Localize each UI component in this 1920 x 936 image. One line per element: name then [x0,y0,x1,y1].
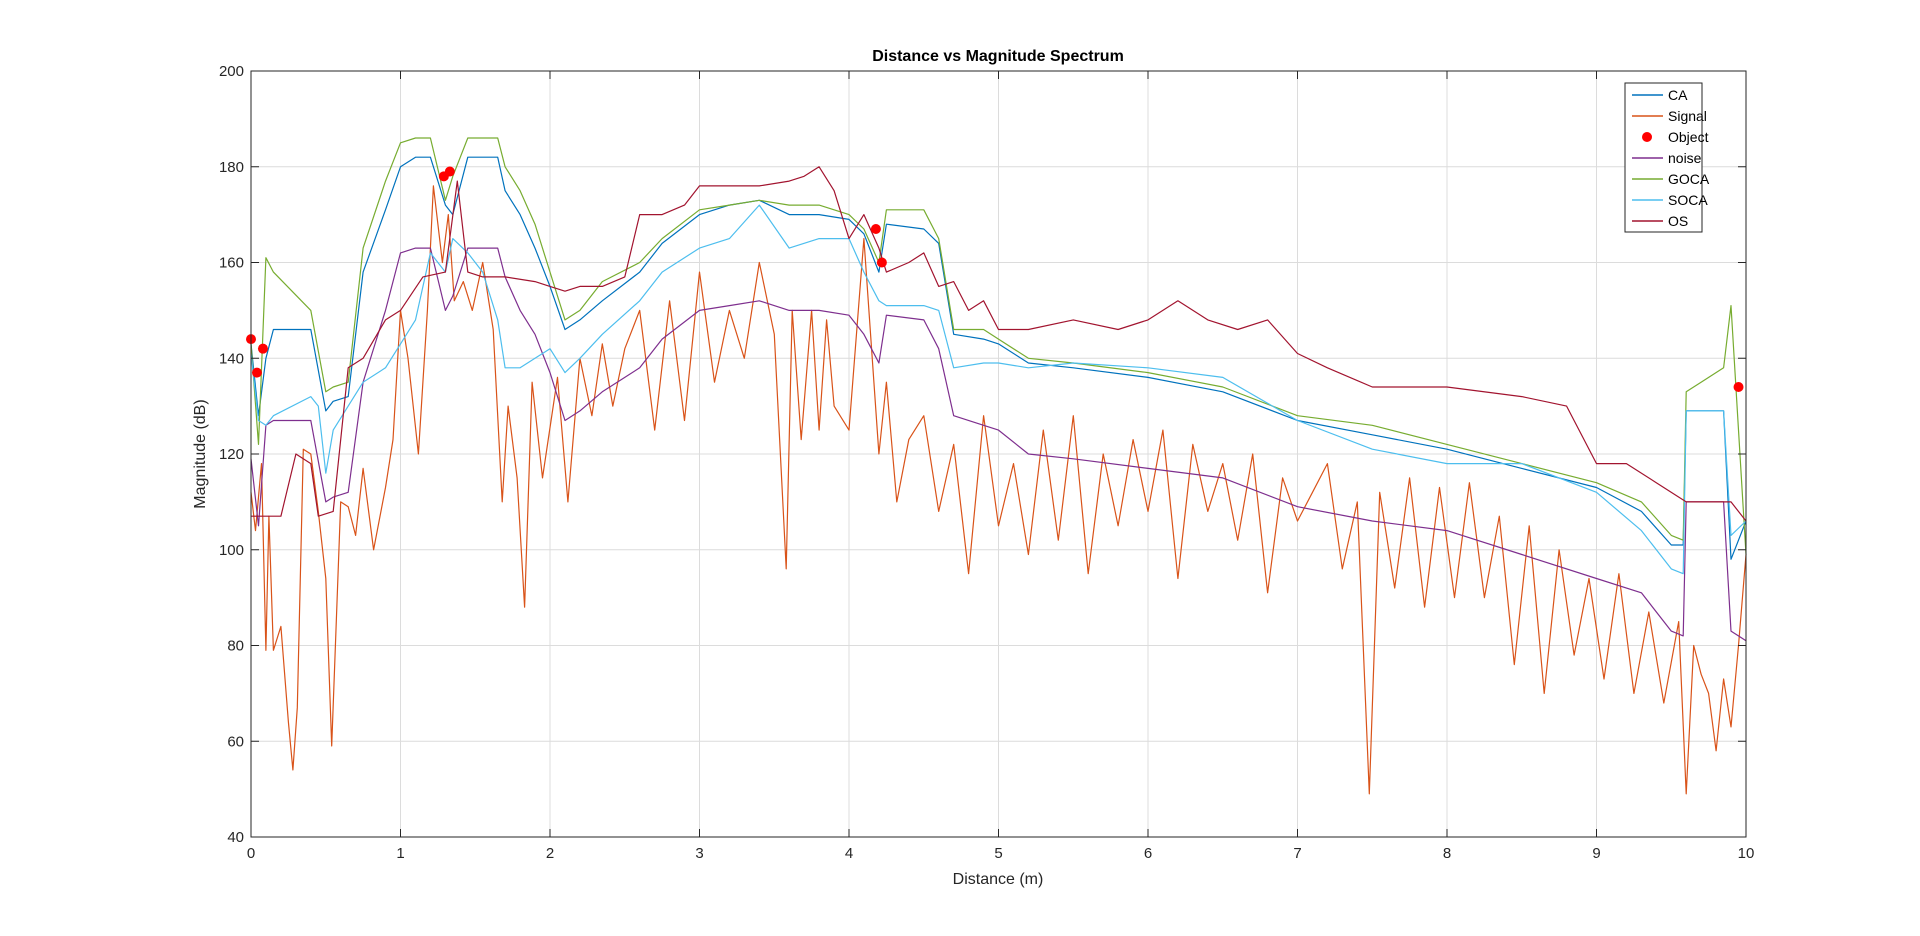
legend-label-signal: Signal [1668,108,1707,124]
legend-label-noise: noise [1668,150,1702,166]
y-tick-label: 120 [219,446,244,463]
legend-swatch-object [1642,132,1652,142]
x-tick-label: 4 [845,845,853,862]
object-marker [870,223,881,234]
x-tick-label: 5 [994,845,1002,862]
x-tick-label: 2 [546,845,554,862]
y-tick-label: 180 [219,159,244,176]
y-tick-label: 100 [219,542,244,559]
y-tick-label: 160 [219,255,244,272]
x-tick-label: 3 [695,845,703,862]
y-tick-label: 140 [219,350,244,367]
legend-label-soca: SOCA [1668,192,1708,208]
y-tick-label: 200 [219,63,244,80]
series-layer [246,137,1747,795]
chart-title: Distance vs Magnitude Spectrum [872,48,1124,65]
series-signal-line [250,185,1747,795]
x-tick-label: 0 [247,845,255,862]
series-noise-line [250,247,1747,642]
object-marker [876,257,887,268]
object-marker [257,343,268,354]
y-tick-label: 60 [227,733,244,750]
object-marker [444,166,455,177]
legend-label-ca: CA [1668,87,1688,103]
x-axis-label: Distance (m) [953,871,1044,888]
x-tick-label: 7 [1293,845,1301,862]
x-tick-label: 8 [1443,845,1451,862]
object-marker [251,367,262,378]
y-tick-label: 40 [227,829,244,846]
x-tick-label: 6 [1144,845,1152,862]
x-tick-label: 10 [1738,845,1755,862]
legend-label-goca: GOCA [1668,171,1710,187]
legend: CA Signal Object noise GOCA SOCA OS [1624,82,1710,233]
tick-labels: 0 1 2 3 4 5 6 7 8 9 10 40 60 80 100 120 140 160 180 200 [219,63,1754,862]
legend-label-os: OS [1668,213,1688,229]
ticks [250,70,1747,838]
x-tick-label: 9 [1592,845,1600,862]
series-goca-line [250,137,1747,555]
y-axis-label: Magnitude (dB) [192,399,209,508]
object-marker [1733,381,1744,392]
series-object [246,166,1744,392]
legend-label-object: Object [1668,129,1709,145]
x-tick-label: 1 [396,845,404,862]
series-soca-line [250,204,1747,575]
series-os-line [251,166,1747,522]
y-tick-label: 80 [227,638,244,655]
